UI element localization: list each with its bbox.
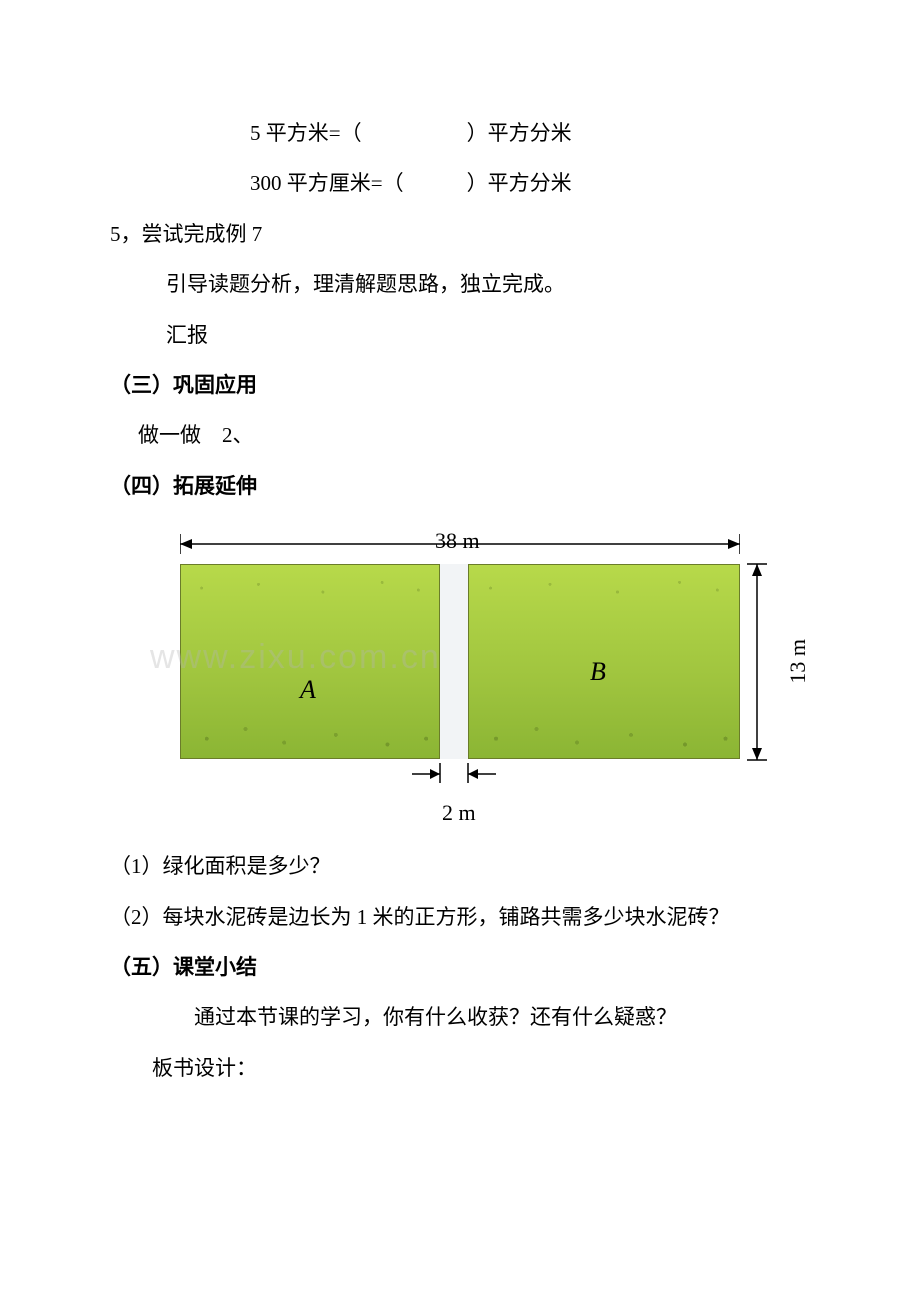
- step-5-line-2: 汇报: [110, 310, 810, 360]
- board-design: 板书设计：: [110, 1043, 810, 1093]
- section-3-heading: （三）巩固应用: [110, 360, 810, 410]
- area-b-label: B: [590, 641, 606, 703]
- question-1: （1）绿化面积是多少？: [110, 841, 810, 891]
- section-5-heading: （五）课堂小结: [110, 942, 810, 992]
- path-area: [440, 564, 468, 759]
- lawn-diagram: www.zixu.com.cn 38 m A B: [160, 529, 760, 819]
- step-5-line-1: 引导读题分析，理清解题思路，独立完成。: [110, 259, 810, 309]
- conversion-line-1: 5 平方米=（ ）平方分米: [110, 108, 810, 158]
- conversion-line-2: 300 平方厘米=（ ）平方分米: [110, 158, 810, 208]
- right-dimension-line: [745, 562, 775, 762]
- step-5-title: 5，尝试完成例 7: [110, 209, 810, 259]
- diagram-container: www.zixu.com.cn 38 m A B: [160, 529, 760, 819]
- section-3-line: 做一做 2、: [110, 410, 810, 460]
- path-width-label: 2 m: [442, 787, 476, 840]
- section-4-heading: （四）拓展延伸: [110, 461, 810, 511]
- area-a-label: A: [300, 659, 316, 721]
- width-label: 38 m: [435, 515, 480, 568]
- section-5-line: 通过本节课的学习，你有什么收获？还有什么疑惑？: [110, 992, 810, 1042]
- height-label: 13 m: [772, 639, 825, 684]
- question-2: （2）每块水泥砖是边长为 1 米的正方形，铺路共需多少块水泥砖？: [110, 892, 810, 942]
